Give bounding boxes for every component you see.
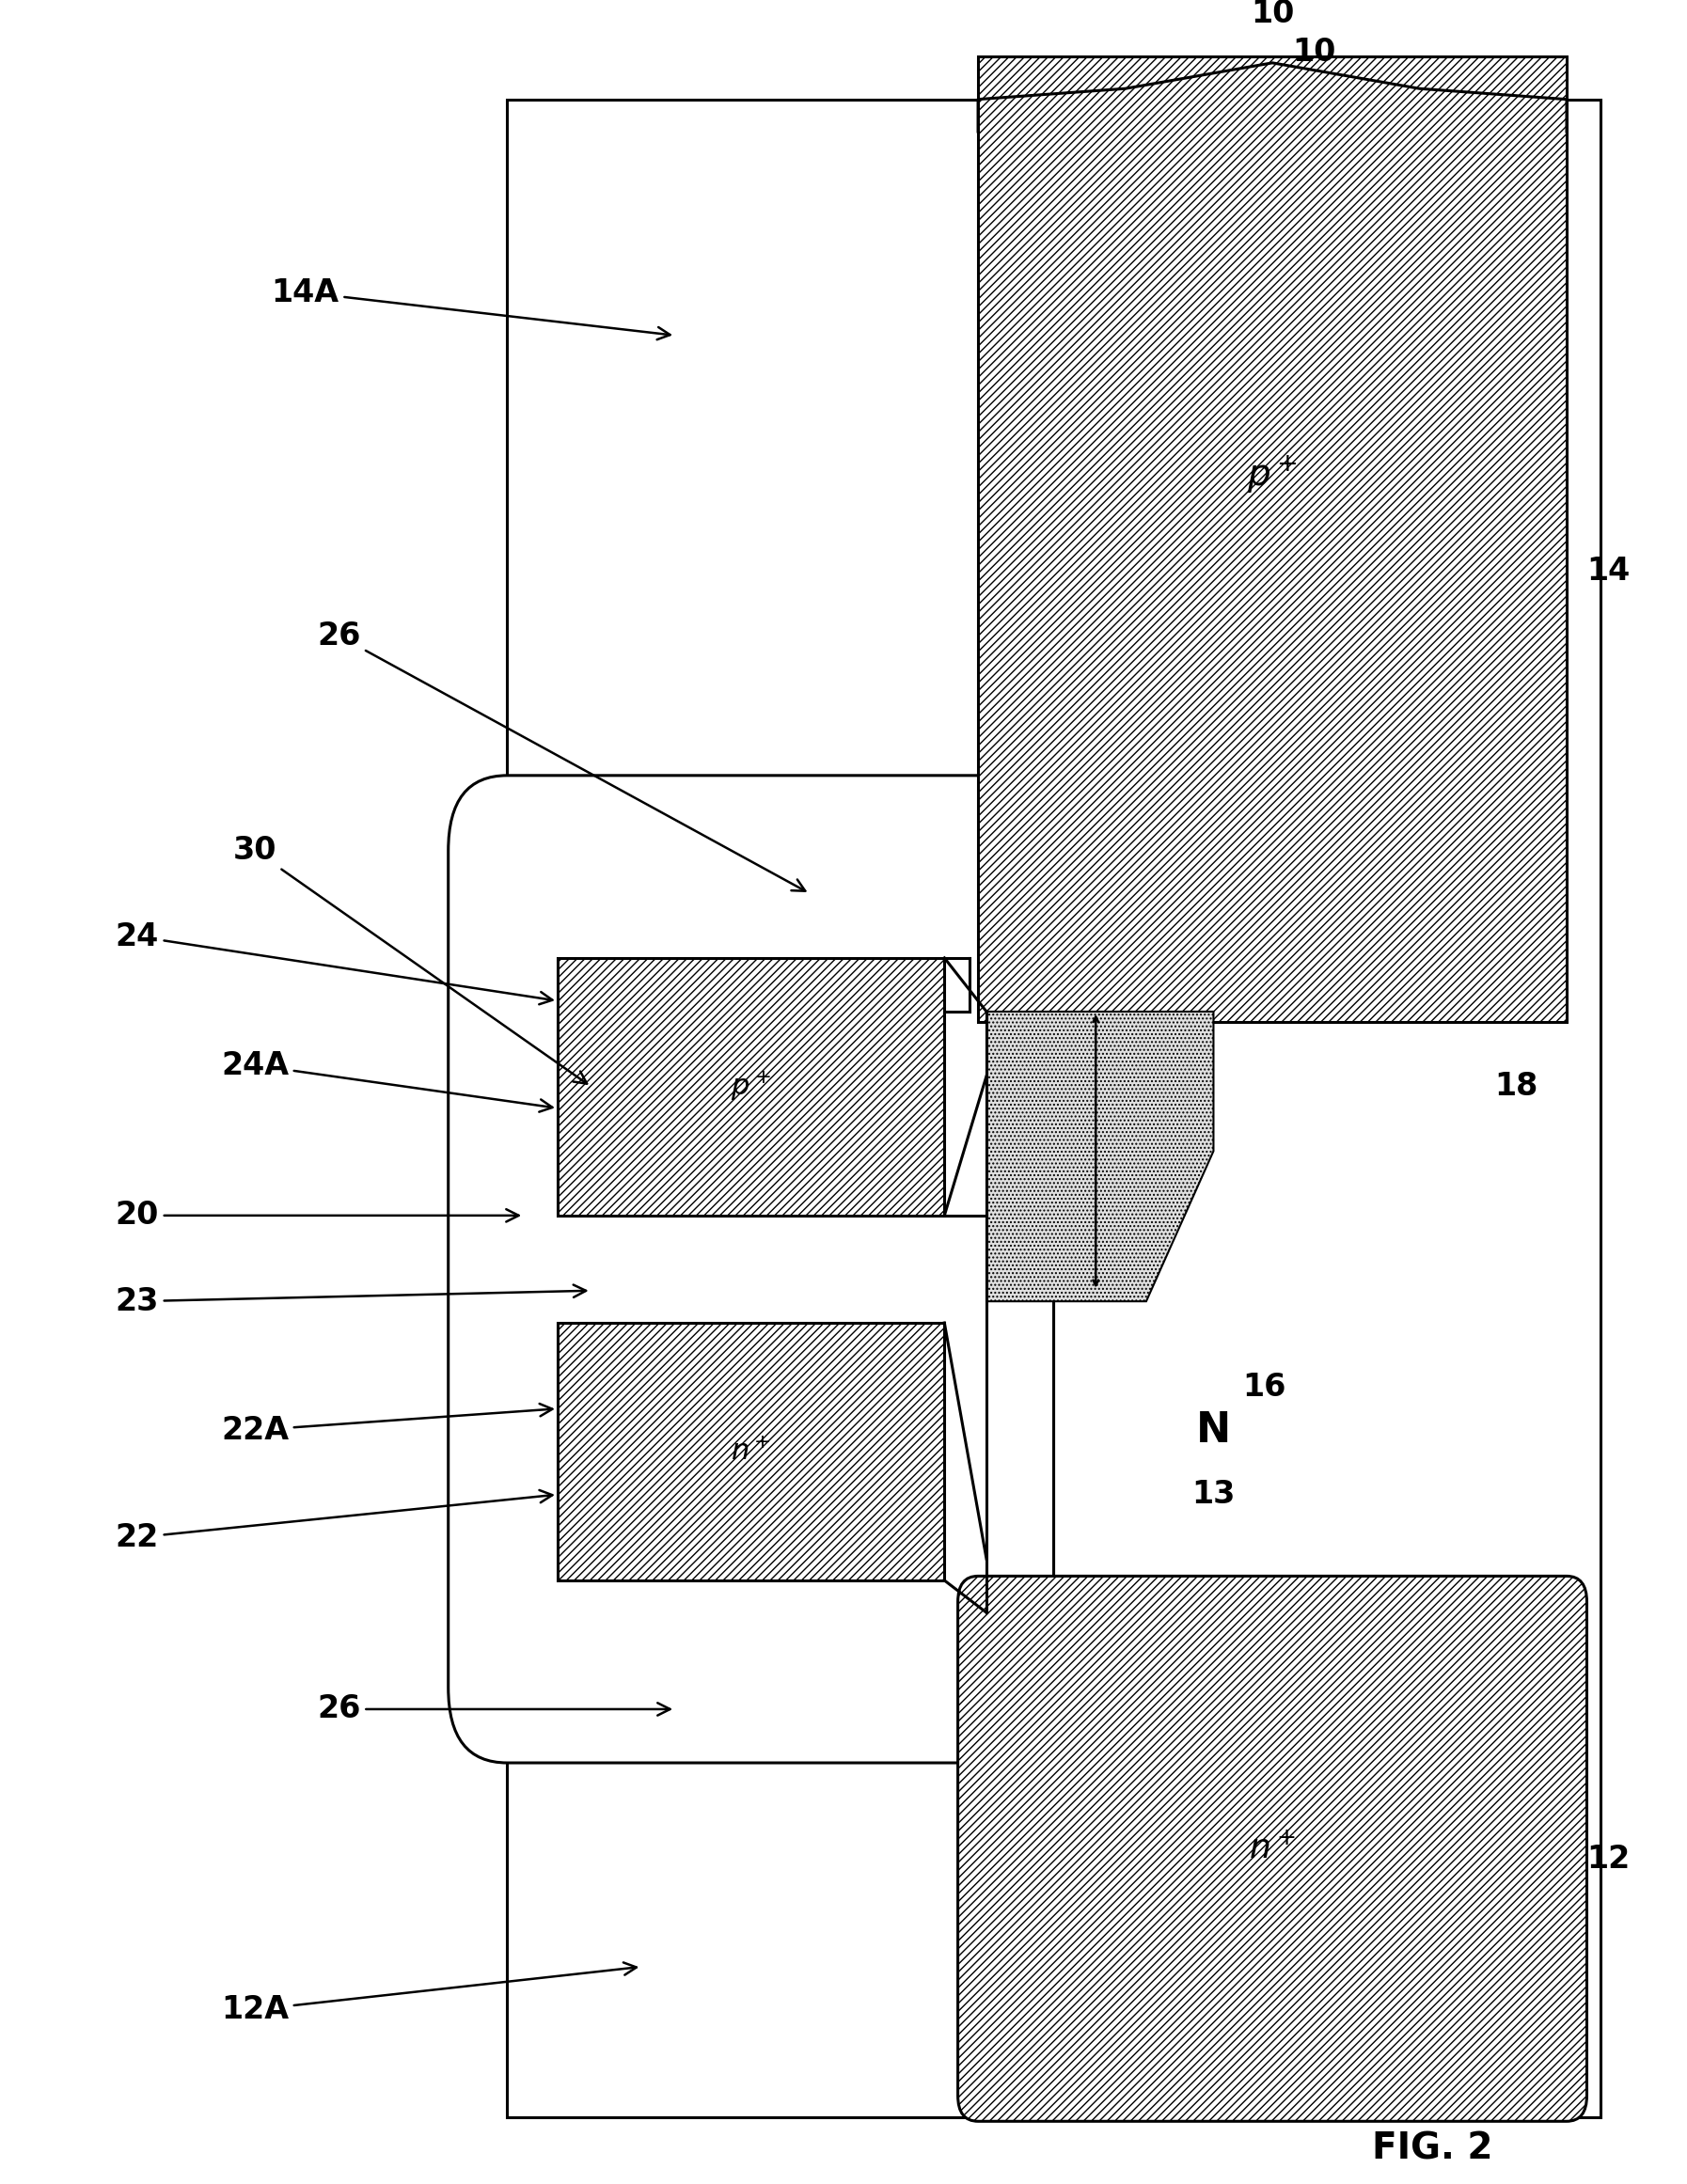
Text: 10: 10 <box>1292 37 1336 68</box>
Text: 24A: 24A <box>221 1051 552 1112</box>
Text: $p^+$: $p^+$ <box>1247 454 1297 496</box>
Bar <box>558 1324 945 1581</box>
FancyBboxPatch shape <box>958 1577 1587 2121</box>
Text: 14: 14 <box>1587 557 1630 587</box>
Bar <box>508 98 1601 2116</box>
Text: 22: 22 <box>115 1489 552 1553</box>
Polygon shape <box>987 1011 1213 1302</box>
Text: FIG. 2: FIG. 2 <box>1372 2132 1493 2167</box>
FancyBboxPatch shape <box>449 775 1054 1762</box>
Text: 13: 13 <box>1191 1479 1235 1509</box>
Text: 23: 23 <box>115 1284 585 1317</box>
Text: 16: 16 <box>1242 1372 1285 1402</box>
Text: 26: 26 <box>317 620 805 891</box>
Text: 14A: 14A <box>272 277 670 341</box>
Text: 12: 12 <box>1587 1843 1630 1874</box>
Text: $n^+$: $n^+$ <box>1248 1832 1296 1865</box>
Text: $p^+$: $p^+$ <box>730 1070 771 1103</box>
Text: 20: 20 <box>115 1199 518 1232</box>
Text: 26: 26 <box>317 1693 670 1725</box>
Text: $n^+$: $n^+$ <box>730 1437 771 1465</box>
Text: 24: 24 <box>115 922 552 1005</box>
Bar <box>558 959 945 1216</box>
Text: 18: 18 <box>1495 1070 1539 1103</box>
Text: 22A: 22A <box>221 1404 552 1446</box>
Text: 10: 10 <box>1250 0 1294 28</box>
Bar <box>978 57 1567 1022</box>
Text: N: N <box>1196 1411 1232 1450</box>
Text: 30: 30 <box>233 834 587 1083</box>
Text: 12A: 12A <box>221 1963 636 2025</box>
